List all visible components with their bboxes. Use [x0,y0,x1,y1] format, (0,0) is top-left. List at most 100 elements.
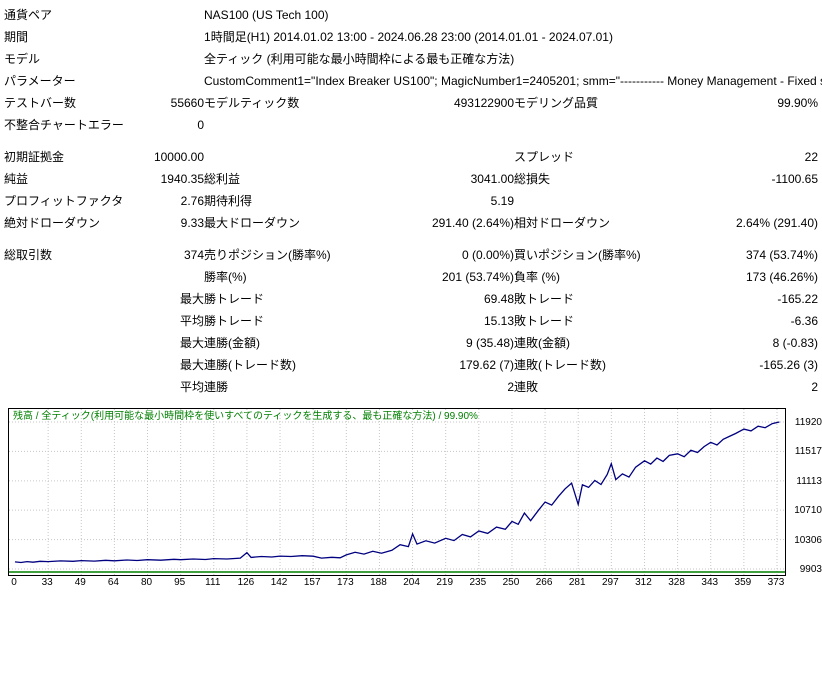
stat-value: -165.26 (3) [759,358,819,372]
stat-label: 連敗 [514,380,539,394]
stat-value [674,190,818,212]
stat-label: 絶対ドローダウン [4,216,101,230]
stat-value: 9.33 [180,216,205,230]
stat-label [4,354,134,376]
stat-value: 3041.00 [470,172,515,186]
stat-value [674,114,818,136]
stat-row: 総取引数 374 売りポジション(勝率%) 0 (0.00%) 買いポジション(勝率%)… [4,234,818,266]
x-axis-label: 343 [701,577,719,588]
stat-label: 買いポジション(勝率%) [514,248,641,262]
balance-chart: 残高 / 全ティック(利用可能な最小時間枠を使いすべてのティックを生成する、最も… [8,408,822,591]
stat-value: 0 [197,118,205,132]
stat-label: 勝トレード [204,292,265,306]
stat-row: 最大 勝トレード 69.48 敗トレード -165.22 [4,288,818,310]
stat-label: 勝トレード [204,314,265,328]
stat-label: 期待利得 [204,194,253,208]
info-label: モデル [4,52,41,66]
stat-label: スプレッド [514,150,575,164]
stat-value: 最大 [180,292,205,306]
x-axis-label: 188 [370,577,387,588]
stat-row: テストバー数 55660 モデルティック数 493122900 モデリング品質 99.90… [4,92,818,114]
x-axis-label: 0 [11,577,17,588]
y-axis-label: 11517 [794,446,822,458]
stat-label: 純益 [4,172,29,186]
stat-row: プロフィットファクタ 2.76 期待利得 5.19 [4,190,818,212]
stat-value: 493122900 [453,96,515,110]
stat-value: 1940.35 [160,172,205,186]
stat-row: 絶対ドローダウン 9.33 最大ドローダウン 291.40 (2.64%) 相対ドローダ… [4,212,818,234]
info-value: 全ティック (利用可能な最小時間枠による最も正確な方法) [204,52,515,66]
stat-label: 不整合チャートエラー [4,118,124,132]
info-row: パラメーター CustomComment1="Index Breaker US10… [4,70,822,92]
x-axis-label: 64 [107,577,119,588]
stat-value: 9 (35.48) [465,336,515,350]
stat-label: 連勝 [204,380,229,394]
x-axis-label: 281 [568,577,586,588]
stat-label: 連敗(金額) [514,336,571,350]
stat-value: 15.13 [483,314,515,328]
x-axis-label: 235 [469,577,487,588]
x-axis-label: 95 [174,577,186,588]
stat-value: 2.76 [180,194,205,208]
stat-value: 最大 [180,336,205,350]
stat-value: -6.36 [790,314,819,328]
x-axis-label: 126 [237,577,255,588]
chart-x-axis: 0 33 49 64 80 95 111 126 142 157 173 188 204 219 235 25… [8,576,786,591]
stat-value: 69.48 [483,292,515,306]
y-axis-label: 11920 [794,417,822,428]
y-axis-label: 10710 [794,505,822,517]
x-axis-label: 204 [403,577,420,588]
stat-label [204,136,354,168]
stat-label: 売りポジション(勝率%) [204,248,331,262]
stat-value: 179.62 (7) [459,358,515,372]
stat-label: 連敗(トレード数) [514,358,607,372]
info-row: 通貨ペア NAS100 (US Tech 100) [4,4,818,26]
chart-y-axis: 11920 11517 11113 10710 10306 9903 [788,409,822,577]
info-label: 通貨ペア [4,8,53,22]
stat-label [4,376,134,398]
stat-label [4,288,134,310]
stat-value: 173 (46.26%) [745,270,819,284]
info-label: 期間 [4,30,29,44]
stat-label: 勝率(%) [204,270,247,284]
stat-label [204,114,354,136]
chart-title: 残高 / 全ティック(利用可能な最小時間枠を使いすべてのティックを生成する、最も… [13,411,478,422]
stat-label: 総利益 [204,172,241,186]
stat-value: 0 (0.00%) [461,248,515,262]
stat-value: -165.22 [777,292,819,306]
stat-value: 8 (-0.83) [772,336,819,350]
stat-value: -1100.65 [771,172,819,186]
stat-value: 201 (53.74%) [441,270,515,284]
stat-value [354,136,514,168]
stat-value: 99.90% [777,96,819,110]
stat-label: 相対ドローダウン [514,216,611,230]
x-axis-label: 328 [668,577,685,588]
balance-line [14,421,780,564]
chart-plot-area: 残高 / 全ティック(利用可能な最小時間枠を使いすべてのティックを生成する、最も… [8,408,786,576]
stat-label: 最大ドローダウン [204,216,301,230]
stat-row: 平均 勝トレード 15.13 敗トレード -6.36 [4,310,818,332]
stat-label: モデリング品質 [514,96,599,110]
stat-label [4,310,134,332]
x-axis-label: 219 [436,577,454,588]
x-axis-label: 111 [205,577,221,588]
stat-value: 平均 [180,380,205,394]
stat-value: 374 [183,248,205,262]
stat-value: 2 [507,380,515,394]
stat-value: 5.19 [490,194,515,208]
x-axis-label: 312 [635,577,652,588]
stat-label: 連勝(トレード数) [204,358,297,372]
stat-label: プロフィットファクタ [4,194,124,208]
stat-label: 連勝(金額) [204,336,261,350]
x-axis-label: 157 [303,577,321,588]
balance-curve-svg [9,409,785,575]
stat-row: 勝率(%) 201 (53.74%) 負率 (%) 173 (46.26%) [4,266,818,288]
x-axis-label: 250 [502,577,520,588]
stat-value: 平均 [180,314,205,328]
stat-label [514,190,674,212]
info-value: 1時間足(H1) 2014.01.02 13:00 - 2024.06.28 2… [204,30,613,44]
stat-label: 総損失 [514,172,551,186]
stat-row: 不整合チャートエラー 0 [4,114,818,136]
stat-value: 2.64% (291.40) [735,216,819,230]
stat-label: 敗トレード [514,314,575,328]
